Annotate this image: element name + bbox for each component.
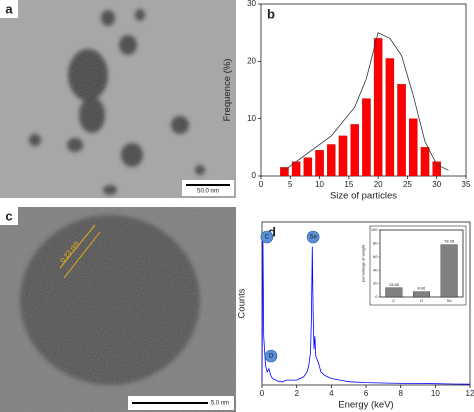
x-tick-label: 8 xyxy=(398,389,403,398)
x-tick-label: 20 xyxy=(374,180,383,189)
peak-label: Se xyxy=(309,235,317,241)
y-axis-title: percentage of weight xyxy=(360,244,365,282)
y-tick-label: 10 xyxy=(247,114,256,123)
y-axis-title: Frequence (%) xyxy=(222,59,233,122)
bar xyxy=(385,287,403,298)
y-tick-label: 20 xyxy=(247,56,256,65)
value-label: 78.08 xyxy=(444,239,455,244)
x-tick-label: 0 xyxy=(260,389,265,398)
x-tick-label: 2 xyxy=(294,389,299,398)
scale-bar-label: 50.0 nm xyxy=(197,189,219,195)
bar xyxy=(432,161,441,177)
x-tick-label: 10 xyxy=(431,389,440,398)
panel-label: d xyxy=(268,224,276,239)
x-tick-label: 12 xyxy=(466,389,474,398)
panel-label: c xyxy=(5,208,12,223)
fit-curve xyxy=(284,32,449,171)
bar xyxy=(362,98,371,177)
panel-c: 0.23 nm c 5.0 nm xyxy=(0,207,236,412)
y-tick-label: 80 xyxy=(373,240,378,245)
bar xyxy=(385,58,395,177)
bar xyxy=(327,144,336,177)
chart: 0 20 40 60 80 100 percentage of weight C 13.86 O 8… xyxy=(360,225,467,306)
bar xyxy=(338,135,348,177)
peak-marker xyxy=(264,349,278,363)
x-tick-label: 10 xyxy=(315,180,324,189)
x-tick-label: Se xyxy=(447,298,453,303)
x-tick-label: 35 xyxy=(462,180,471,189)
x-tick-label: C xyxy=(392,298,395,303)
x-tick-label: 15 xyxy=(344,180,353,189)
spectrum-line xyxy=(261,234,471,385)
value-label: 13.86 xyxy=(389,282,400,287)
y-axis-title: Counts xyxy=(237,288,248,318)
bar xyxy=(280,167,289,177)
x-tick-label: O xyxy=(420,298,423,303)
peak-marker xyxy=(260,230,274,244)
y-tick-label: 40 xyxy=(373,267,378,272)
bar xyxy=(409,118,418,177)
scale-bar-label: 5.0 nm xyxy=(211,401,229,407)
lattice-line xyxy=(59,224,96,269)
value-label: 8.06 xyxy=(418,286,427,291)
lattice-line xyxy=(63,231,101,279)
x-axis-title: Size of particles xyxy=(330,191,397,202)
bar xyxy=(420,147,430,177)
bar xyxy=(413,291,430,298)
x-tick-label: 0 xyxy=(259,180,264,189)
bar xyxy=(315,150,324,177)
peak-label: O xyxy=(269,354,274,360)
y-tick-label: 100 xyxy=(371,227,378,232)
bar xyxy=(440,244,458,298)
x-tick-label: 5 xyxy=(288,180,293,189)
panel-label: a xyxy=(5,1,13,16)
x-axis-title: Energy (keV) xyxy=(338,400,393,411)
panel-label-box xyxy=(263,6,279,22)
x-tick-label: 6 xyxy=(364,389,369,398)
x-tick-label: 30 xyxy=(432,180,441,189)
y-tick-label: 0 xyxy=(252,171,257,180)
x-tick-label: 4 xyxy=(329,389,334,398)
peak-label: C xyxy=(265,235,270,241)
bar xyxy=(397,84,406,177)
bar xyxy=(350,124,359,177)
panel-label: b xyxy=(267,6,275,21)
panel-a: a 50.0 nm xyxy=(0,0,236,198)
panel-label-box xyxy=(0,0,18,18)
bar xyxy=(303,157,313,177)
y-tick-label: 60 xyxy=(373,254,378,259)
x-tick-label: 25 xyxy=(403,180,412,189)
y-tick-label: 30 xyxy=(247,0,256,8)
peak-marker xyxy=(306,230,320,244)
y-tick-label: 0 xyxy=(375,294,378,299)
panel-label-box xyxy=(0,207,18,225)
bar xyxy=(373,38,383,177)
y-tick-label: 20 xyxy=(373,281,378,286)
chart: 0 5 10 15 20 25 30 35 0 10 20 30 Size of particles Fr… xyxy=(222,0,471,202)
